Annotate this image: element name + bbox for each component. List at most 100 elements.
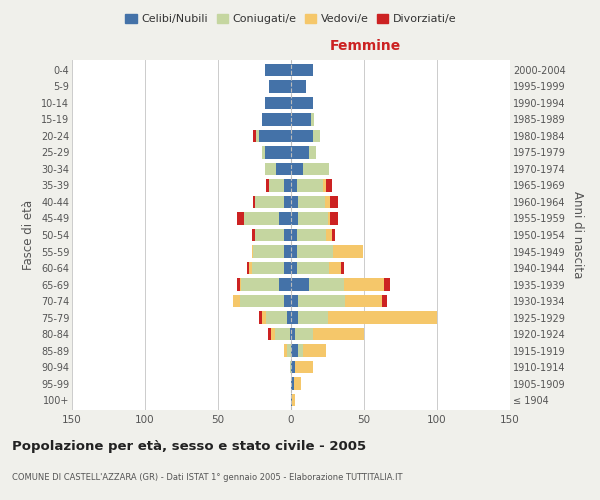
Bar <box>297 262 329 274</box>
Bar <box>291 96 313 109</box>
Bar <box>280 212 291 224</box>
Bar <box>262 312 266 324</box>
Bar <box>265 146 291 158</box>
Bar <box>284 180 291 192</box>
Bar <box>311 113 314 126</box>
Bar <box>277 163 291 175</box>
Bar <box>295 328 313 340</box>
Bar <box>259 130 291 142</box>
Bar <box>297 229 326 241</box>
Bar <box>291 394 292 406</box>
Bar <box>298 196 325 208</box>
Bar <box>262 146 265 158</box>
Bar <box>291 229 297 241</box>
Bar <box>251 262 284 274</box>
Bar <box>254 229 284 241</box>
Bar <box>290 328 291 340</box>
Bar <box>256 130 259 142</box>
Legend: Celibi/Nubili, Coniugati/e, Vedovi/e, Divorziati/e: Celibi/Nubili, Coniugati/e, Vedovi/e, Di… <box>121 10 461 29</box>
Bar <box>275 328 290 340</box>
Bar <box>241 278 280 290</box>
Bar <box>284 262 291 274</box>
Y-axis label: Fasce di età: Fasce di età <box>22 200 35 270</box>
Bar <box>328 312 437 324</box>
Bar <box>291 278 308 290</box>
Bar <box>295 361 313 374</box>
Bar <box>291 113 311 126</box>
Bar <box>284 229 291 241</box>
Bar <box>331 196 338 208</box>
Bar <box>291 328 295 340</box>
Bar <box>291 180 297 192</box>
Text: Popolazione per età, sesso e stato civile - 2005: Popolazione per età, sesso e stato civil… <box>12 440 366 453</box>
Bar <box>302 163 329 175</box>
Bar <box>326 180 332 192</box>
Bar <box>265 163 277 175</box>
Bar <box>326 229 332 241</box>
Bar <box>284 344 287 357</box>
Bar <box>308 278 344 290</box>
Bar <box>308 146 316 158</box>
Bar <box>341 262 344 274</box>
Bar <box>385 278 390 290</box>
Bar <box>291 130 313 142</box>
Bar <box>287 312 291 324</box>
Bar <box>253 246 284 258</box>
Bar <box>284 295 291 307</box>
Bar <box>271 328 275 340</box>
Bar <box>323 180 326 192</box>
Bar <box>291 262 297 274</box>
Bar <box>254 196 284 208</box>
Bar <box>265 64 291 76</box>
Bar <box>240 295 284 307</box>
Bar <box>291 246 297 258</box>
Bar <box>266 180 269 192</box>
Bar <box>313 328 364 340</box>
Bar <box>291 312 298 324</box>
Bar <box>253 130 256 142</box>
Bar <box>291 378 294 390</box>
Bar <box>247 262 248 274</box>
Text: COMUNE DI CASTELL'AZZARA (GR) - Dati ISTAT 1° gennaio 2005 - Elaborazione TUTTIT: COMUNE DI CASTELL'AZZARA (GR) - Dati IST… <box>12 473 403 482</box>
Bar <box>290 361 291 374</box>
Bar <box>269 180 284 192</box>
Bar <box>298 312 328 324</box>
Bar <box>297 180 323 192</box>
Bar <box>251 229 254 241</box>
Bar <box>344 278 385 290</box>
Bar <box>269 80 291 92</box>
Bar <box>268 328 271 340</box>
Bar <box>233 295 240 307</box>
Bar <box>298 295 345 307</box>
Bar <box>298 212 328 224</box>
Bar <box>291 344 298 357</box>
Bar <box>294 378 301 390</box>
Bar <box>291 64 313 76</box>
Bar <box>313 130 320 142</box>
Bar <box>266 312 287 324</box>
Bar <box>237 278 240 290</box>
Bar <box>259 312 262 324</box>
Bar <box>291 295 298 307</box>
Bar <box>291 80 305 92</box>
Bar <box>334 246 362 258</box>
Bar <box>253 196 254 208</box>
Bar <box>292 394 295 406</box>
Y-axis label: Anni di nascita: Anni di nascita <box>571 192 584 278</box>
Bar <box>382 295 388 307</box>
Bar <box>331 212 338 224</box>
Bar <box>244 212 280 224</box>
Bar <box>291 361 295 374</box>
Bar <box>291 163 302 175</box>
Bar <box>298 344 302 357</box>
Bar <box>291 212 298 224</box>
Bar <box>329 262 341 274</box>
Bar <box>240 278 241 290</box>
Bar <box>302 344 326 357</box>
Bar <box>280 278 291 290</box>
Bar <box>291 146 308 158</box>
Bar <box>291 196 298 208</box>
Bar <box>328 212 331 224</box>
Bar <box>345 295 382 307</box>
Bar <box>325 196 331 208</box>
